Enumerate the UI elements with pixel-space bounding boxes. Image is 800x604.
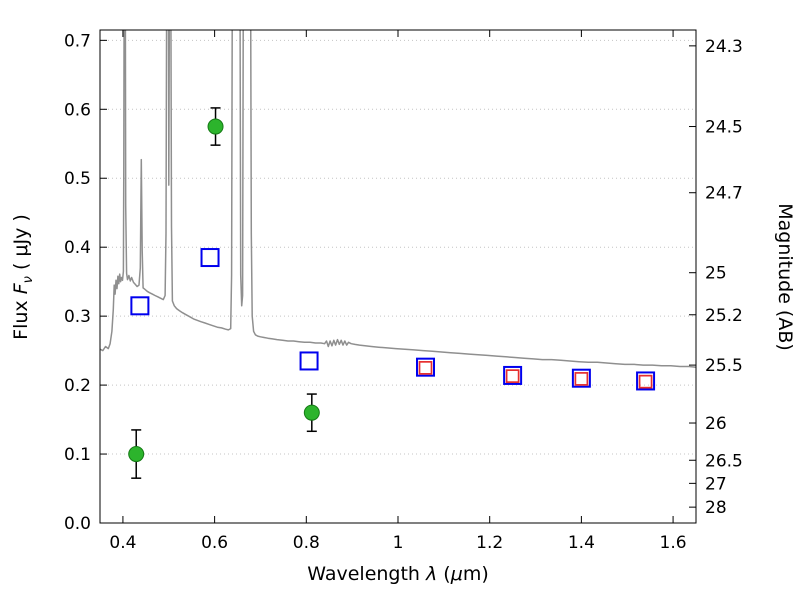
y-tick-label-left: 0.7 [64, 31, 91, 51]
red-square-marker [418, 361, 433, 375]
x-tick-label: 0.6 [201, 533, 228, 553]
y-tick-label-right: 26 [705, 414, 727, 434]
green-circle-marker [303, 404, 320, 421]
y-tick-label-right: 25.5 [705, 356, 743, 376]
x-tick-label: 0.4 [109, 533, 136, 553]
grid-layer [100, 39, 696, 455]
x-tick-label: 1.2 [476, 533, 503, 553]
y-tick-label-right: 24.5 [705, 118, 743, 138]
model-spectrum-line [100, 30, 696, 368]
y-tick-label-right: 24.3 [705, 37, 743, 57]
y-tick-label-left: 0.1 [64, 445, 91, 465]
blue-square-marker [130, 296, 150, 316]
series-layer [100, 30, 696, 479]
x-tick-label: 1.6 [660, 533, 687, 553]
y-tick-label-left: 0.2 [64, 376, 91, 396]
y-tick-label-left: 0.3 [64, 307, 91, 327]
y-tick-label-right: 25.2 [705, 306, 743, 326]
label-layer: Wavelength λ (μm) Flux Fν ( μJy ) Magnit… [10, 203, 796, 585]
x-tick-label: 1.4 [568, 533, 595, 553]
blue-square-marker [299, 351, 319, 371]
blue-square-marker [503, 365, 523, 385]
blue-square-marker [200, 248, 220, 268]
x-tick-label: 0.8 [293, 533, 320, 553]
y-tick-label-right: 28 [705, 498, 727, 518]
red-square-marker [638, 374, 653, 389]
blue-square-marker [416, 357, 436, 377]
y-tick-label-right: 24.7 [705, 184, 743, 204]
x-axis-label: Wavelength λ (μm) [307, 563, 488, 585]
y-axis-label-left: Flux Fν ( μJy ) [10, 214, 36, 340]
y-tick-label-right: 27 [705, 474, 727, 494]
y-tick-label-right: 26.5 [705, 451, 743, 471]
red-square-marker [574, 372, 589, 386]
green-circle-marker [128, 446, 145, 463]
tick-layer: 0.4 0.6 0.8 1 1.2 1.4 1.6 0.0 0.1 0.2 0.3 0.4 0.5 0.6… [64, 30, 743, 553]
y-tick-label-left: 0.4 [64, 238, 91, 258]
x-tick-label: 1 [393, 533, 404, 553]
y-tick-label-right: 25 [705, 264, 727, 284]
y-tick-label-left: 0.0 [64, 514, 91, 534]
blue-square-marker [636, 371, 656, 391]
frame-layer [99, 29, 697, 524]
y-tick-label-left: 0.5 [64, 169, 91, 189]
y-tick-label-left: 0.6 [64, 100, 91, 120]
red-square-marker [505, 369, 520, 383]
plot-frame [99, 29, 697, 524]
y-axis-label-right: Magnitude (AB) [774, 203, 796, 351]
green-circle-marker [207, 118, 224, 135]
blue-square-marker [571, 368, 591, 388]
